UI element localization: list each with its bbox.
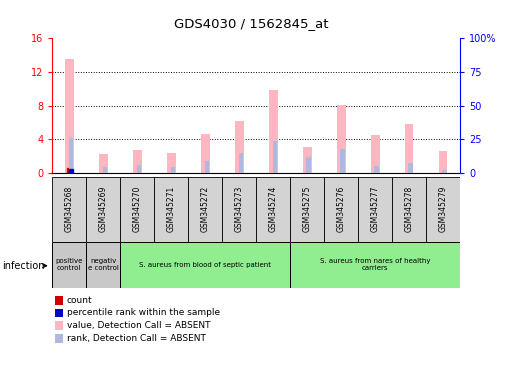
Bar <box>133 150 142 173</box>
Text: GSM345276: GSM345276 <box>337 186 346 232</box>
Text: percentile rank within the sample: percentile rank within the sample <box>67 308 220 318</box>
Text: rank, Detection Call = ABSENT: rank, Detection Call = ABSENT <box>67 334 206 343</box>
Bar <box>170 167 175 173</box>
Bar <box>306 157 311 173</box>
FancyBboxPatch shape <box>324 177 358 242</box>
Text: count: count <box>67 296 93 305</box>
Bar <box>303 147 312 173</box>
FancyBboxPatch shape <box>358 177 392 242</box>
FancyBboxPatch shape <box>290 177 324 242</box>
Bar <box>235 121 244 173</box>
Bar <box>340 149 345 173</box>
Bar <box>408 164 413 173</box>
Bar <box>405 124 414 173</box>
Bar <box>269 91 278 173</box>
Text: GDS4030 / 1562845_at: GDS4030 / 1562845_at <box>174 17 328 30</box>
Text: negativ
e control: negativ e control <box>88 258 119 271</box>
Bar <box>69 138 73 173</box>
Text: GSM345272: GSM345272 <box>201 186 210 232</box>
Bar <box>439 151 448 173</box>
FancyBboxPatch shape <box>290 242 460 288</box>
Bar <box>374 166 379 173</box>
Bar <box>204 161 209 173</box>
Text: GSM345268: GSM345268 <box>65 186 74 232</box>
FancyBboxPatch shape <box>188 177 222 242</box>
FancyBboxPatch shape <box>154 177 188 242</box>
Bar <box>238 152 243 173</box>
FancyBboxPatch shape <box>52 177 86 242</box>
Text: GSM345277: GSM345277 <box>371 186 380 232</box>
Bar <box>99 154 108 173</box>
Bar <box>442 170 447 173</box>
Bar <box>137 165 141 173</box>
Text: positive
control: positive control <box>55 258 83 271</box>
Bar <box>167 154 176 173</box>
Text: GSM345270: GSM345270 <box>133 186 142 232</box>
Bar <box>371 135 380 173</box>
FancyBboxPatch shape <box>86 177 120 242</box>
Text: GSM345269: GSM345269 <box>99 186 108 232</box>
Text: GSM345271: GSM345271 <box>167 186 176 232</box>
Text: GSM345275: GSM345275 <box>303 186 312 232</box>
Text: S. aureus from blood of septic patient: S. aureus from blood of septic patient <box>139 262 271 268</box>
Bar <box>65 60 74 173</box>
Text: value, Detection Call = ABSENT: value, Detection Call = ABSENT <box>67 321 210 330</box>
Bar <box>272 141 277 173</box>
FancyBboxPatch shape <box>120 242 290 288</box>
Text: S. aureus from nares of healthy
carriers: S. aureus from nares of healthy carriers <box>320 258 430 271</box>
FancyBboxPatch shape <box>426 177 460 242</box>
Text: GSM345278: GSM345278 <box>405 186 414 232</box>
FancyBboxPatch shape <box>86 242 120 288</box>
Text: GSM345274: GSM345274 <box>269 186 278 232</box>
FancyBboxPatch shape <box>392 177 426 242</box>
Bar <box>201 134 210 173</box>
Text: GSM345273: GSM345273 <box>235 186 244 232</box>
Text: GSM345279: GSM345279 <box>439 186 448 232</box>
Bar <box>103 167 107 173</box>
Bar <box>337 105 346 173</box>
Text: infection: infection <box>3 261 45 271</box>
FancyBboxPatch shape <box>120 177 154 242</box>
FancyBboxPatch shape <box>52 242 86 288</box>
FancyBboxPatch shape <box>222 177 256 242</box>
FancyBboxPatch shape <box>256 177 290 242</box>
